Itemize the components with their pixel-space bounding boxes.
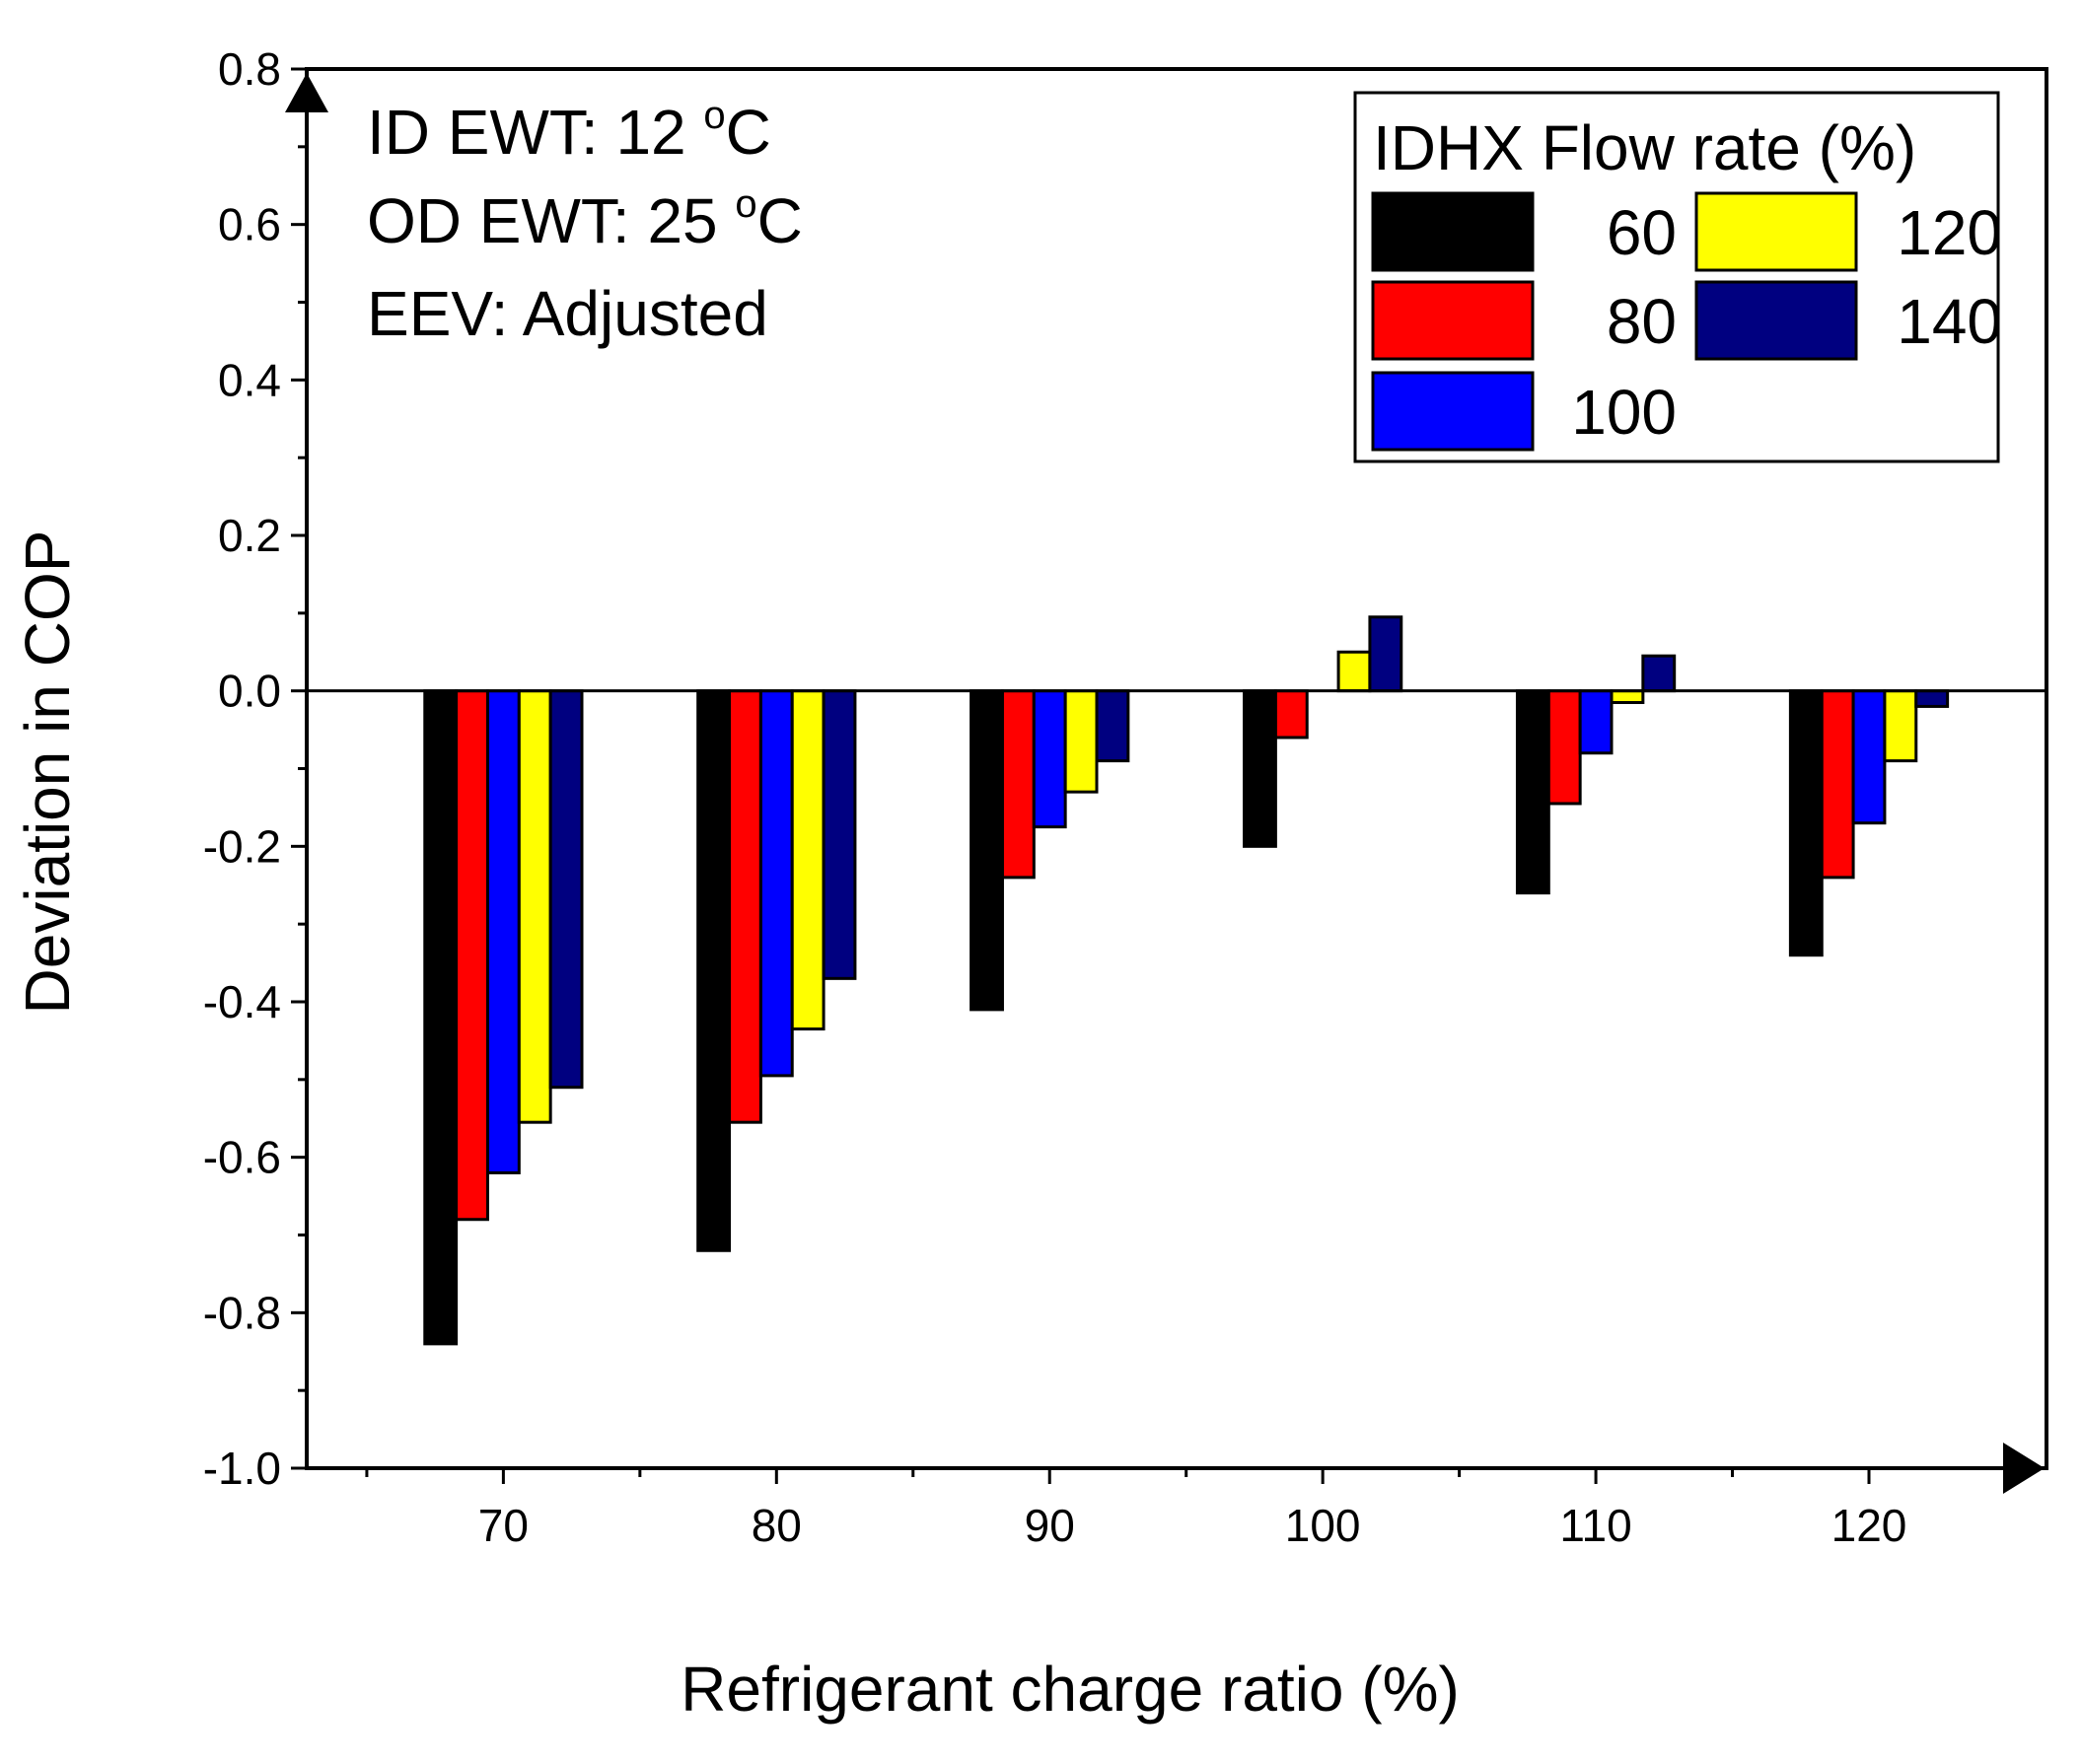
legend-label: 100 — [1571, 377, 1677, 448]
bar — [1914, 689, 1950, 708]
bar — [728, 689, 762, 1124]
y-tick-label: 0.0 — [218, 666, 281, 717]
bar — [548, 689, 584, 1090]
bar — [485, 689, 521, 1174]
x-axis-label: Refrigerant charge ratio (%) — [681, 1654, 1460, 1725]
legend-swatch — [1694, 191, 1858, 272]
y-tick-label: 0.2 — [218, 510, 281, 561]
bar — [1641, 654, 1677, 693]
bar — [758, 689, 794, 1078]
legend-swatch — [1371, 371, 1535, 452]
legend-title: IDHX Flow rate (%) — [1373, 112, 1916, 183]
axes-layer — [285, 67, 2045, 1494]
bar — [1336, 650, 1372, 693]
bar — [696, 689, 732, 1252]
x-tick-label: 80 — [752, 1500, 802, 1551]
bar — [1273, 689, 1309, 740]
bar — [1851, 689, 1887, 825]
legend-swatch — [1371, 280, 1535, 361]
x-tick-label: 70 — [478, 1500, 529, 1551]
bar — [1610, 689, 1645, 704]
bar — [1368, 615, 1403, 693]
y-tick-label: 0.6 — [218, 199, 281, 250]
bar — [1578, 689, 1614, 755]
bar — [455, 689, 489, 1222]
annotation-text: OD EWT: 25 oC — [367, 182, 803, 256]
bar — [822, 689, 857, 980]
bar — [1515, 689, 1550, 895]
y-tick-label: 0.4 — [218, 354, 281, 405]
legend-label: 140 — [1897, 286, 2002, 357]
bar — [1032, 689, 1067, 829]
bar — [517, 689, 552, 1124]
x-tick-label: 90 — [1025, 1500, 1075, 1551]
bar — [1883, 689, 1918, 763]
y-tick-label: -1.0 — [203, 1443, 281, 1494]
legend-items: 60 80 100 120 140 — [1371, 191, 2002, 452]
bar — [1820, 689, 1855, 880]
y-axis-label: Deviation in COP — [12, 530, 83, 1015]
bar — [1788, 689, 1824, 957]
legend-swatch — [1371, 191, 1535, 272]
x-axis-arrow — [2003, 1443, 2045, 1494]
annotations: ID EWT: 12 oC OD EWT: 25 oC EEV: Adjusted — [367, 94, 803, 349]
bar — [1063, 689, 1099, 794]
annotation-text: EEV: Adjusted — [367, 278, 768, 349]
x-tick-labels: 70 80 90 100 110 120 — [478, 1500, 1907, 1551]
y-tick-label: -0.6 — [203, 1132, 281, 1183]
y-tick-labels: -1.0 -0.8 -0.6 -0.4 -0.2 0.0 0.2 0.4 0.6 0.8 — [203, 43, 281, 1494]
y-tick-label: -0.2 — [203, 820, 281, 872]
x-tick-label: 100 — [1285, 1500, 1361, 1551]
bar — [423, 689, 459, 1346]
y-tick-label: -0.4 — [203, 976, 281, 1027]
bar — [1095, 689, 1130, 763]
legend-swatch — [1694, 280, 1858, 361]
bars-layer — [423, 615, 1950, 1346]
legend-label: 60 — [1607, 197, 1677, 268]
y-axis-arrow — [285, 73, 328, 112]
y-tick-label: 0.8 — [218, 43, 281, 95]
legend: IDHX Flow rate (%) 60 80 100 120 140 — [1353, 91, 2002, 463]
bar — [1243, 689, 1277, 848]
bar — [790, 689, 826, 1031]
legend-label: 80 — [1607, 286, 1677, 357]
annotation-text: ID EWT: 12 oC — [367, 94, 771, 168]
bar — [1546, 689, 1582, 806]
bar — [969, 689, 1004, 1012]
legend-label: 120 — [1897, 197, 2002, 268]
y-tick-label: -0.8 — [203, 1287, 281, 1338]
x-tick-label: 120 — [1831, 1500, 1907, 1551]
bar — [1000, 689, 1036, 880]
x-tick-label: 110 — [1559, 1500, 1631, 1551]
